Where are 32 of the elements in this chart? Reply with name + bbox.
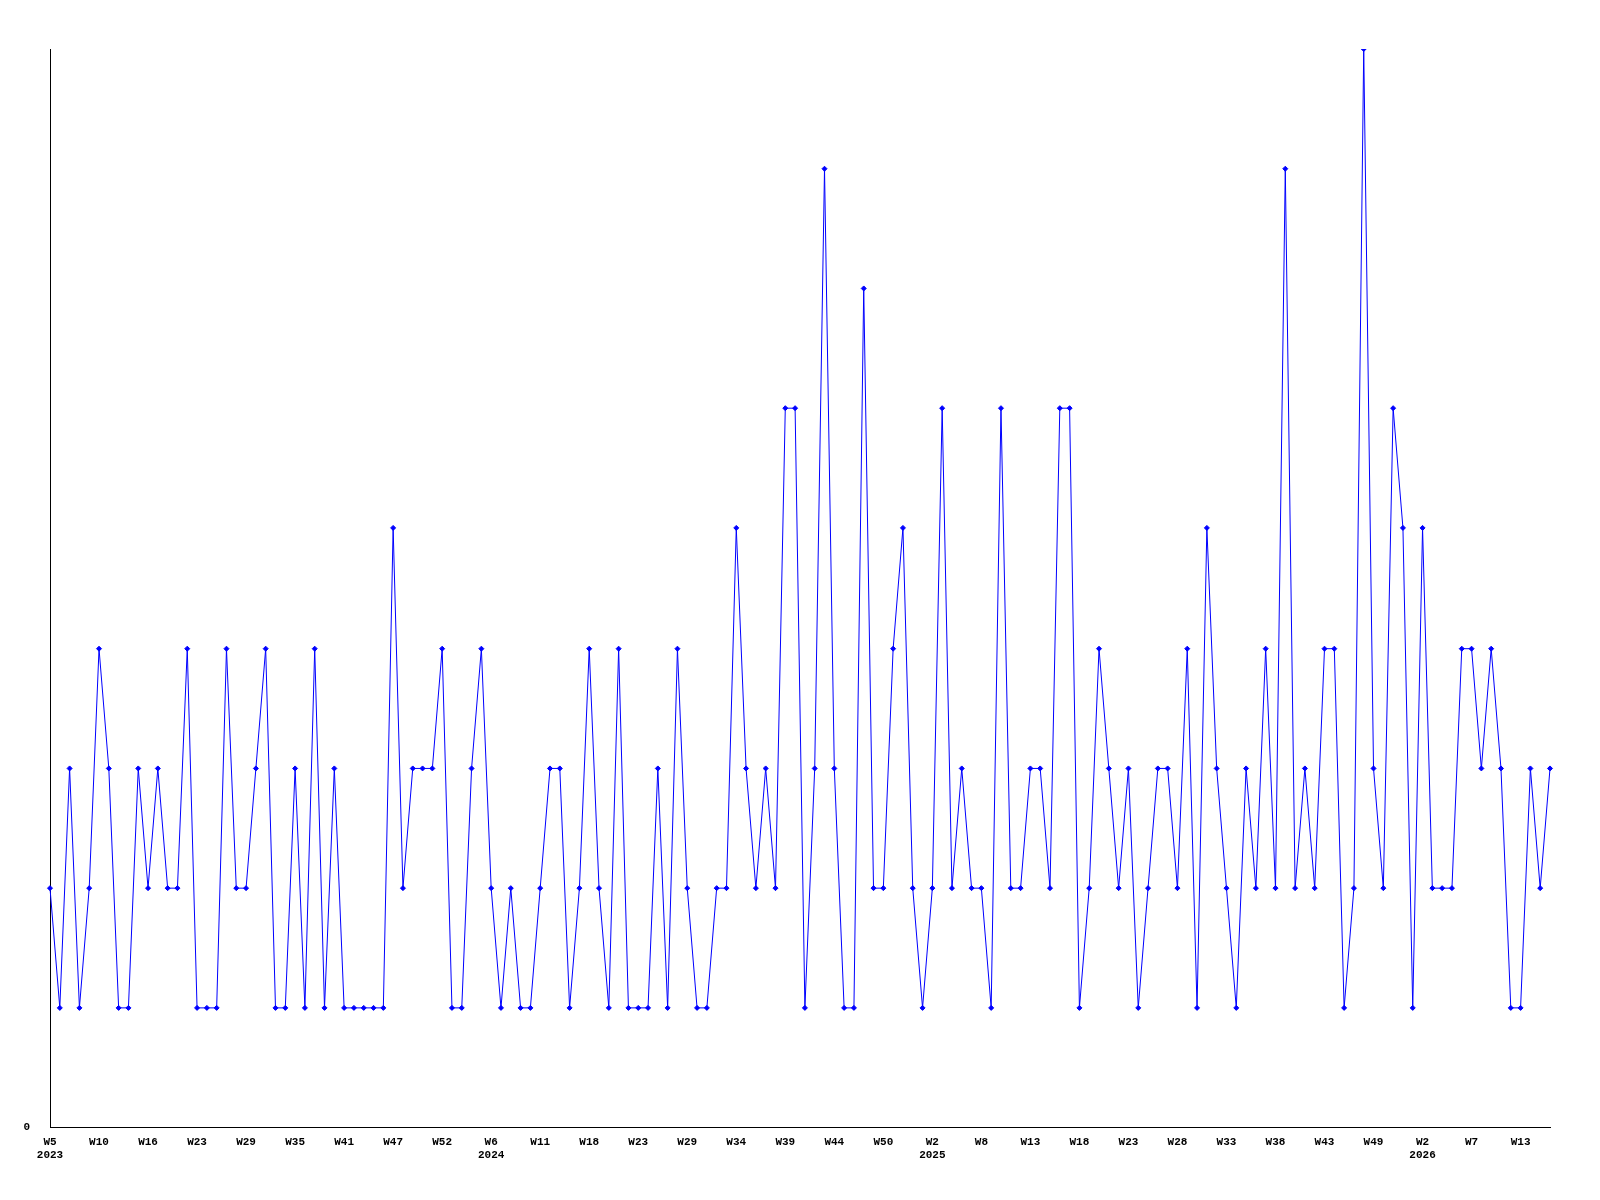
x-tick-label: W8: [974, 1135, 989, 1148]
x-tick-label: W10: [89, 1135, 109, 1148]
x-tick-label: W43: [1314, 1135, 1335, 1148]
x-tick-label: W44: [824, 1135, 845, 1148]
x-tick-label: W34: [726, 1135, 747, 1148]
x-tick-label: W2 2025: [919, 1135, 946, 1162]
x-tick-label: W6 2024: [477, 1135, 505, 1162]
x-tick-label: W50: [873, 1135, 894, 1148]
x-tick-label: W33: [1216, 1135, 1237, 1148]
x-tick-label: W18: [579, 1135, 600, 1148]
x-tick-label: W7: [1464, 1135, 1479, 1148]
x-tick-label: W29: [677, 1135, 698, 1148]
x-tick-label: W5 2023: [36, 1135, 64, 1162]
x-tick-label: W23: [187, 1135, 208, 1148]
x-tick-label: W13: [1020, 1135, 1041, 1148]
x-tick-label: W47: [383, 1135, 404, 1148]
x-tick-label: W2 2026: [1409, 1135, 1436, 1162]
text: 0: [23, 1121, 30, 1134]
x-tick-label: W28: [1167, 1135, 1188, 1148]
x-tick-label: W35: [285, 1135, 306, 1148]
x-tick-label: W52: [432, 1135, 453, 1148]
x-tick-label: W23: [628, 1135, 649, 1148]
x-tick-label: W38: [1265, 1135, 1286, 1148]
x-tick-label: W29: [236, 1135, 256, 1148]
x-tick-label: W23: [1118, 1135, 1139, 1148]
x-tick-label: W13: [1510, 1135, 1531, 1148]
x-tick-label: W18: [1069, 1135, 1090, 1148]
x-tick-label: W49: [1363, 1135, 1384, 1148]
x-tick-label: W16: [138, 1135, 158, 1148]
x-tick-label: W11: [530, 1135, 551, 1148]
x-tick-label: W41: [334, 1135, 355, 1148]
x-tick-label: W39: [775, 1135, 796, 1148]
